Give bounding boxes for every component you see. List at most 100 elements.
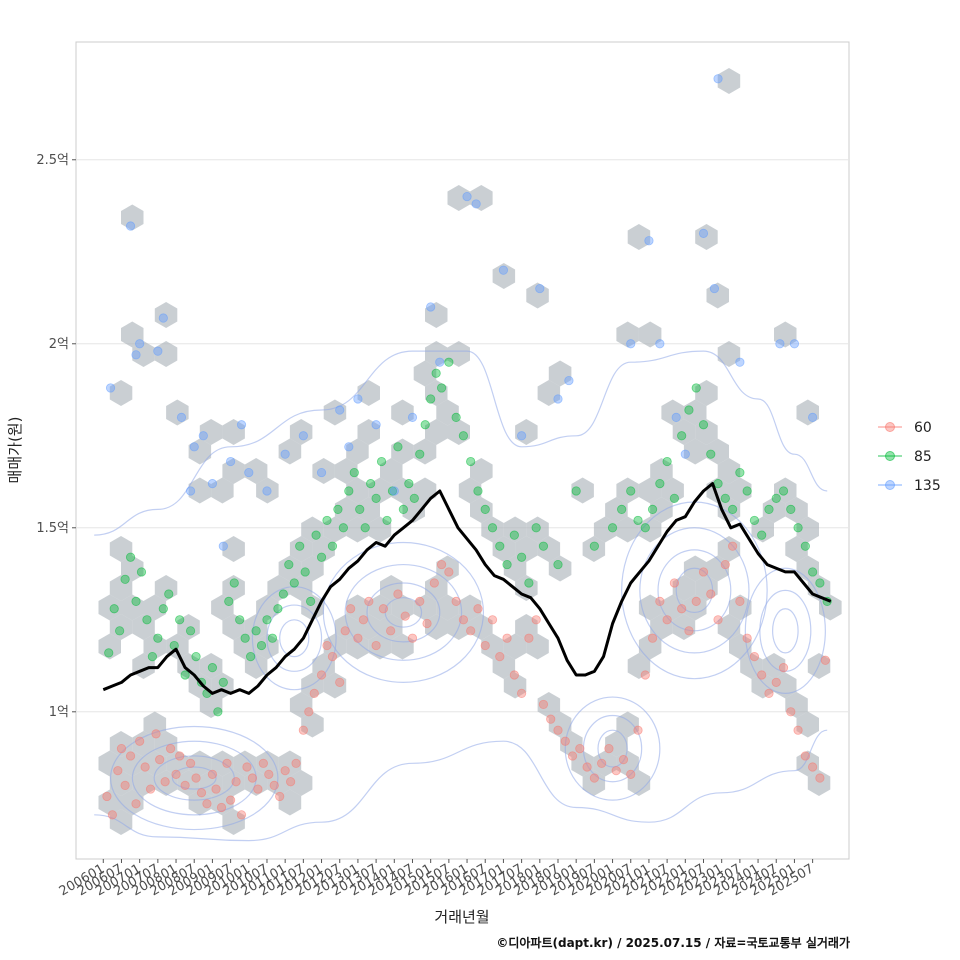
hexbin-tile <box>312 458 335 484</box>
scatter-point-60 <box>309 688 319 698</box>
hexbin-tile <box>706 282 729 309</box>
hexbin-tile <box>582 770 606 796</box>
scatter-point-60 <box>346 604 356 614</box>
scatter-point-60 <box>216 802 227 813</box>
scatter-point-135 <box>125 221 136 231</box>
scatter-point-85 <box>125 552 136 562</box>
scatter-point-85 <box>180 670 190 680</box>
scatter-point-60 <box>713 615 723 625</box>
hexbin-tile <box>357 614 380 640</box>
scatter-point-60 <box>757 670 767 680</box>
scatter-point-85 <box>104 648 114 658</box>
density-contour <box>564 696 661 801</box>
scatter-point-85 <box>306 596 316 606</box>
density-contour <box>171 766 217 790</box>
hexbin-tile <box>380 458 403 484</box>
scatter-point-85 <box>262 615 272 625</box>
density-contour <box>744 567 826 694</box>
scatter-point-60 <box>353 633 363 643</box>
scatter-point-60 <box>171 769 181 779</box>
scatter-point-60 <box>487 615 498 625</box>
hexbin-tile <box>616 516 639 543</box>
scatter-point-85 <box>720 493 730 503</box>
scatter-point-135 <box>426 302 436 312</box>
hexbin-tile <box>357 419 380 445</box>
scatter-point-135 <box>644 236 654 246</box>
scatter-point-135 <box>698 228 709 238</box>
hexbin-tile <box>492 263 516 289</box>
scatter-point-60 <box>764 688 774 698</box>
scatter-point-85 <box>382 515 392 526</box>
hexbin-tile <box>391 633 414 660</box>
scatter-point-60 <box>495 651 505 662</box>
scatter-point-85 <box>793 523 803 533</box>
scatter-point-135 <box>207 479 218 489</box>
scatter-point-85 <box>706 449 716 459</box>
scatter-point-85 <box>778 486 789 496</box>
hexbin-tile <box>109 731 133 757</box>
scatter-point-85 <box>735 467 745 478</box>
scatter-point-85 <box>366 479 376 489</box>
scatter-point-60 <box>269 780 279 790</box>
hexbin-tile <box>188 672 212 699</box>
scatter-points <box>102 74 832 820</box>
hexbin-tile <box>762 497 786 523</box>
source-caption: ©디아파트(dapt.kr) / 2025.07.15 / 자료=국토교통부 실… <box>496 935 850 950</box>
hexbin-tile <box>244 653 268 679</box>
hexbin-tile <box>762 653 786 679</box>
scatter-point-60 <box>698 567 709 577</box>
scatter-point-60 <box>180 780 190 790</box>
hexbin-tile <box>627 770 651 796</box>
scatter-point-135 <box>808 412 818 422</box>
scatter-point-85 <box>655 479 665 489</box>
scatter-point-85 <box>662 456 672 467</box>
hexbin-tile <box>436 594 459 621</box>
hexbin-tile <box>571 750 594 777</box>
scatter-point-135 <box>553 394 563 404</box>
scatter-point-60 <box>275 791 285 802</box>
scatter-point-60 <box>280 766 290 776</box>
scatter-point-135 <box>389 486 399 496</box>
legend-key-point <box>885 451 895 461</box>
scatter-point-135 <box>498 265 509 275</box>
scatter-point-60 <box>258 758 268 768</box>
scatter-point-85 <box>617 504 627 514</box>
scatter-point-85 <box>647 504 658 514</box>
scatter-point-85 <box>153 633 163 643</box>
hexbin-tile <box>413 360 437 387</box>
scatter-point-85 <box>451 412 461 422</box>
scatter-point-85 <box>360 523 370 533</box>
scatter-point-135 <box>775 339 785 349</box>
hexbin-tile <box>774 672 797 699</box>
scatter-point-85 <box>607 523 618 533</box>
scatter-point-85 <box>327 541 338 551</box>
scatter-point-85 <box>524 578 534 588</box>
density-contour-outer <box>94 350 828 536</box>
hexbin-tile <box>729 477 752 504</box>
hexbin-tile <box>391 594 414 621</box>
scatter-point-85 <box>420 420 430 430</box>
density-contour <box>772 608 799 654</box>
y-tick-label: 2.5억 <box>36 153 69 168</box>
scatter-point-85 <box>251 626 261 636</box>
scatter-point-60 <box>247 773 258 783</box>
scatter-point-60 <box>175 751 185 761</box>
hexbin-tile <box>470 458 493 484</box>
x-axis-title: 거래년월 <box>434 908 489 926</box>
hexbin-tile <box>425 302 448 328</box>
hexbin-tile <box>515 536 538 562</box>
scatter-point-85 <box>235 615 245 625</box>
scatter-point-60 <box>706 589 716 599</box>
scatter-point-135 <box>105 383 116 393</box>
hexbin-tile <box>109 380 133 406</box>
scatter-point-60 <box>575 743 585 754</box>
scatter-point-85 <box>333 504 343 514</box>
scatter-point-85 <box>517 552 527 562</box>
hexbin-tile <box>380 575 403 601</box>
scatter-point-60 <box>524 633 534 643</box>
scatter-point-60 <box>185 758 196 768</box>
scatter-point-135 <box>671 412 681 422</box>
hexbin-tile <box>154 731 178 757</box>
scatter-point-60 <box>451 596 461 606</box>
scatter-point-85 <box>473 486 483 496</box>
